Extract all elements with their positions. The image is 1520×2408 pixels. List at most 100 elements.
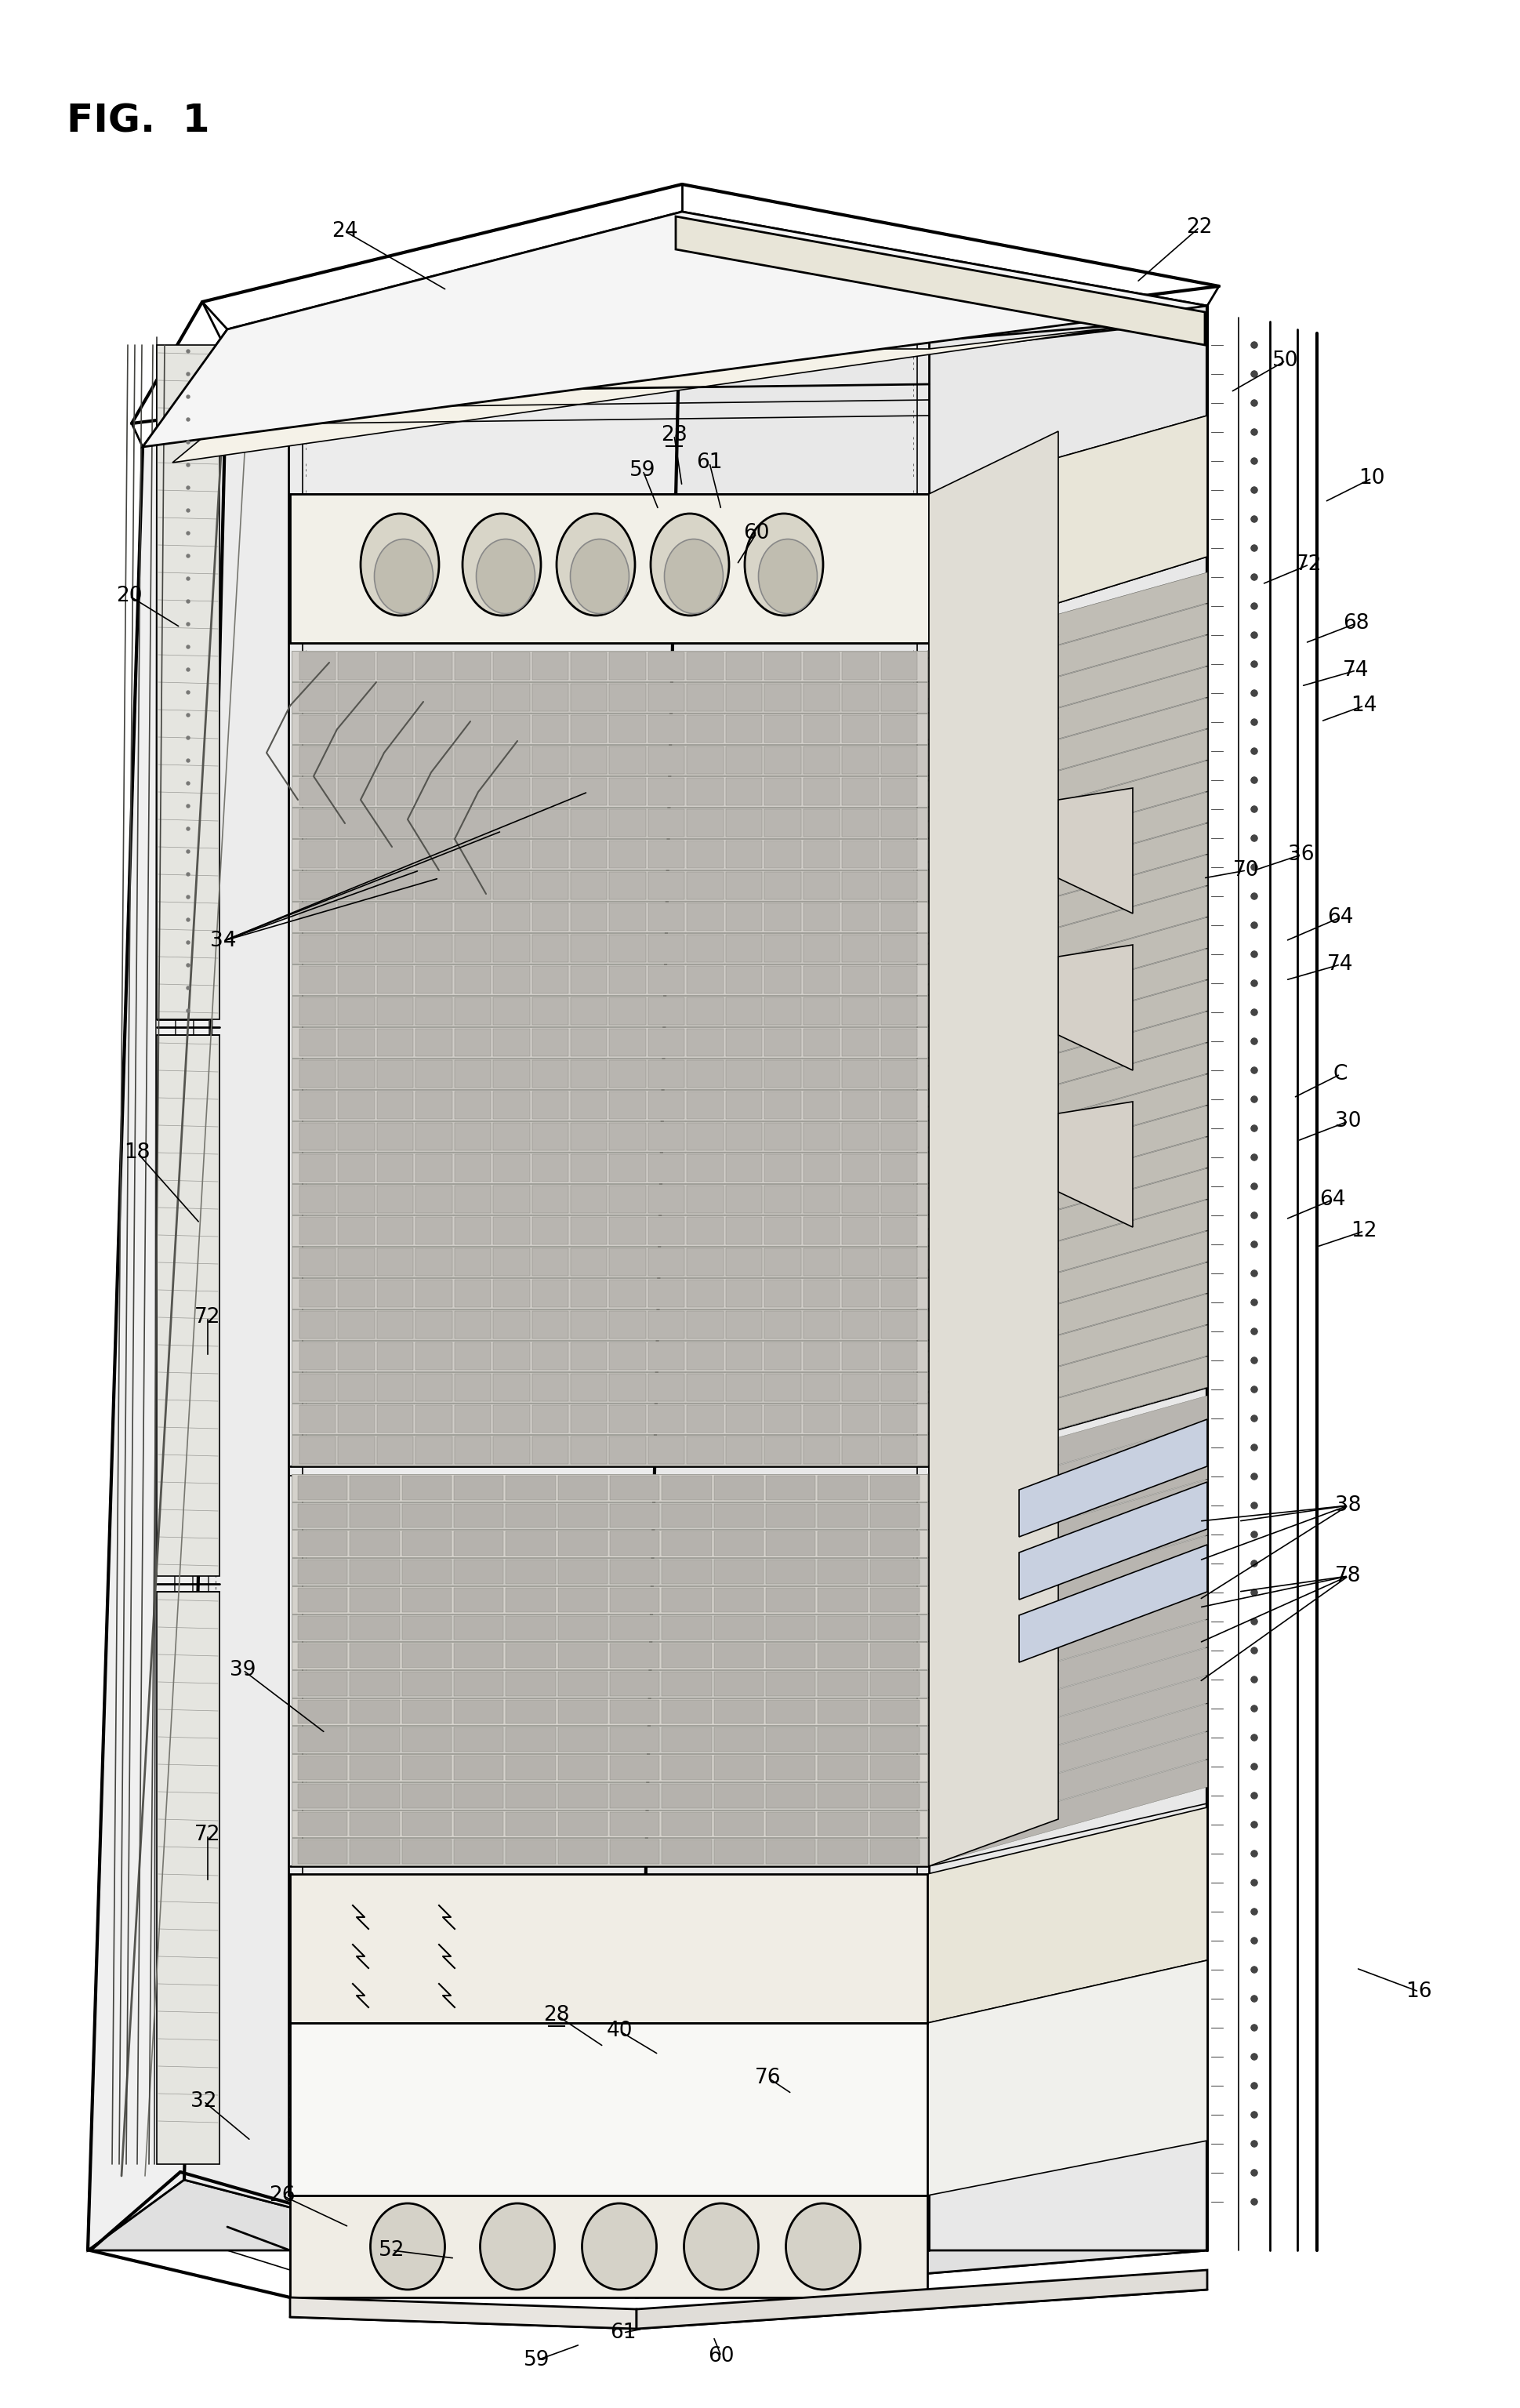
Ellipse shape <box>758 539 816 614</box>
Polygon shape <box>610 1727 660 1751</box>
Polygon shape <box>454 1279 491 1308</box>
Circle shape <box>1251 778 1257 783</box>
Polygon shape <box>765 934 801 963</box>
Polygon shape <box>454 1060 491 1088</box>
Polygon shape <box>492 1279 529 1308</box>
Polygon shape <box>492 1341 529 1370</box>
Polygon shape <box>725 1438 762 1464</box>
Polygon shape <box>713 1476 763 1500</box>
Text: 64: 64 <box>1319 1190 1345 1209</box>
Polygon shape <box>415 1341 451 1370</box>
Polygon shape <box>492 1091 529 1120</box>
Polygon shape <box>803 997 839 1026</box>
Circle shape <box>1251 951 1257 958</box>
Polygon shape <box>401 1755 451 1780</box>
Polygon shape <box>765 778 801 804</box>
Polygon shape <box>803 934 839 963</box>
Polygon shape <box>292 713 927 744</box>
Polygon shape <box>648 1310 684 1339</box>
Polygon shape <box>610 1587 660 1611</box>
Text: 28: 28 <box>661 424 687 445</box>
Polygon shape <box>725 1028 762 1057</box>
Polygon shape <box>765 1438 801 1464</box>
Polygon shape <box>818 1840 866 1864</box>
Polygon shape <box>725 1310 762 1339</box>
Polygon shape <box>292 681 927 713</box>
Polygon shape <box>880 1185 917 1214</box>
Polygon shape <box>927 1960 1207 2196</box>
Polygon shape <box>803 840 839 867</box>
Polygon shape <box>818 1587 866 1611</box>
Polygon shape <box>532 840 568 867</box>
Circle shape <box>1251 2199 1257 2206</box>
Polygon shape <box>818 1811 866 1835</box>
Polygon shape <box>506 1727 555 1751</box>
Polygon shape <box>292 1341 927 1373</box>
Polygon shape <box>454 903 491 932</box>
Polygon shape <box>927 1168 1207 1276</box>
Text: 76: 76 <box>755 2068 781 2088</box>
Polygon shape <box>415 1373 451 1401</box>
Text: C: C <box>1333 1064 1347 1084</box>
Ellipse shape <box>684 2203 758 2290</box>
Polygon shape <box>842 809 879 836</box>
Polygon shape <box>415 1122 451 1151</box>
Circle shape <box>1251 631 1257 638</box>
Ellipse shape <box>664 539 724 614</box>
Polygon shape <box>453 1503 503 1527</box>
Circle shape <box>187 691 190 694</box>
Polygon shape <box>610 1122 646 1151</box>
Polygon shape <box>766 1645 815 1669</box>
Polygon shape <box>454 1341 491 1370</box>
Polygon shape <box>492 653 529 679</box>
Circle shape <box>1251 1820 1257 1828</box>
Polygon shape <box>648 653 684 679</box>
Polygon shape <box>648 1060 684 1088</box>
Polygon shape <box>454 872 491 898</box>
Polygon shape <box>880 1122 917 1151</box>
Circle shape <box>187 441 190 443</box>
Ellipse shape <box>556 513 635 616</box>
Text: 70: 70 <box>1233 860 1259 881</box>
Polygon shape <box>299 778 336 804</box>
Polygon shape <box>377 1060 413 1088</box>
Polygon shape <box>880 934 917 963</box>
Polygon shape <box>299 1091 336 1120</box>
Polygon shape <box>803 715 839 742</box>
Polygon shape <box>292 1091 927 1120</box>
Polygon shape <box>610 840 646 867</box>
Polygon shape <box>818 1700 866 1724</box>
Polygon shape <box>803 1438 839 1464</box>
Polygon shape <box>842 1438 879 1464</box>
Polygon shape <box>570 653 606 679</box>
Polygon shape <box>927 1676 1207 1782</box>
Polygon shape <box>570 903 606 932</box>
Circle shape <box>1251 1125 1257 1132</box>
Polygon shape <box>492 840 529 867</box>
Polygon shape <box>610 778 646 804</box>
Polygon shape <box>927 980 1207 1088</box>
Circle shape <box>1251 1792 1257 1799</box>
Polygon shape <box>610 872 646 898</box>
Polygon shape <box>927 1397 1207 1500</box>
Polygon shape <box>299 1122 336 1151</box>
Polygon shape <box>377 1247 413 1276</box>
Circle shape <box>1251 1096 1257 1103</box>
Polygon shape <box>558 1811 606 1835</box>
Polygon shape <box>298 1811 348 1835</box>
Polygon shape <box>927 1356 1207 1466</box>
Polygon shape <box>842 1310 879 1339</box>
Polygon shape <box>1058 944 1132 1069</box>
Polygon shape <box>570 1438 606 1464</box>
Polygon shape <box>637 212 1207 2297</box>
Polygon shape <box>880 1373 917 1401</box>
Polygon shape <box>454 1091 491 1120</box>
Polygon shape <box>765 684 801 710</box>
Polygon shape <box>292 997 927 1026</box>
Polygon shape <box>401 1727 451 1751</box>
Polygon shape <box>453 1700 503 1724</box>
Polygon shape <box>610 1840 660 1864</box>
Polygon shape <box>766 1784 815 1808</box>
Circle shape <box>1251 1503 1257 1510</box>
Polygon shape <box>842 966 879 995</box>
